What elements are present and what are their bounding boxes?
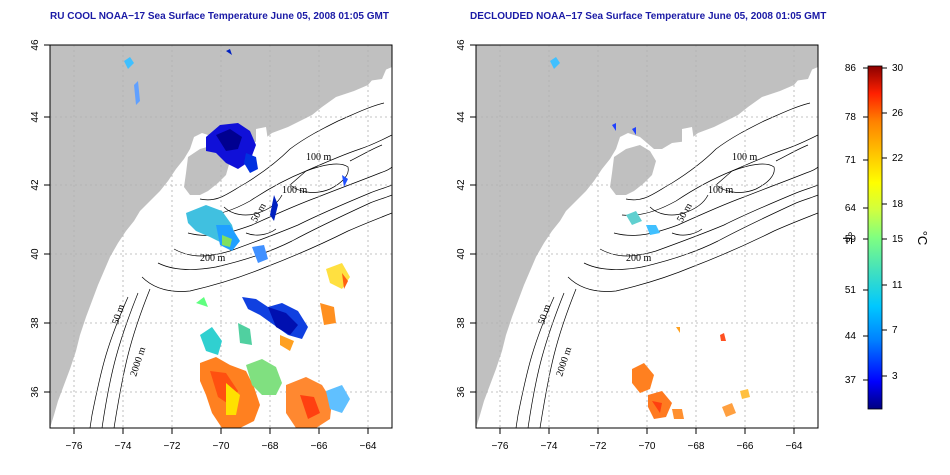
right-lon-label-72: −72 — [590, 441, 607, 452]
left-map-area: 100 m 100 m 50 m 200 m 50 m 2000 m — [50, 45, 392, 428]
left-lon-label-64: −64 — [360, 441, 377, 452]
colorbar-c-11: 11 — [892, 280, 903, 291]
right-lat-label-44: 44 — [456, 111, 467, 123]
colorbar-gradient — [867, 65, 883, 410]
colorbar-c-26: 26 — [892, 108, 904, 119]
temperature-colorbar: 86 78 71 64 59 51 44 37 30 26 22 18 15 1… — [840, 63, 930, 410]
colorbar-f-51: 51 — [845, 285, 857, 296]
colorbar-celsius-unit: °C — [915, 231, 930, 246]
contour-label-100m-b: 100 m — [282, 185, 308, 196]
left-lat-label-38: 38 — [30, 317, 41, 329]
colorbar-f-86: 86 — [845, 63, 857, 74]
right-map-area: 100 m 100 m 50 m 200 m 50 m 2000 m — [476, 45, 818, 428]
colorbar-f-59: 59 — [845, 234, 857, 245]
right-lat-label-36: 36 — [456, 386, 467, 398]
colorbar-f-71: 71 — [845, 155, 857, 166]
left-lat-label-46: 46 — [30, 39, 41, 51]
left-lon-label-66: −66 — [311, 441, 328, 452]
left-lon-label-76: −76 — [66, 441, 83, 452]
colorbar-c-3: 3 — [892, 371, 898, 382]
right-lat-label-38: 38 — [456, 317, 467, 329]
left-lat-ticks — [44, 44, 50, 393]
left-lat-label-36: 36 — [30, 386, 41, 398]
colorbar-f-64: 64 — [845, 203, 857, 214]
colorbar-c-18: 18 — [892, 199, 904, 210]
contour-label-200m: 200 m — [200, 253, 226, 264]
right-contour-label-200m: 200 m — [626, 253, 652, 264]
right-lat-label-42: 42 — [456, 179, 467, 191]
right-contour-label-100m-b: 100 m — [708, 185, 734, 196]
right-map-panel: 100 m 100 m 50 m 200 m 50 m 2000 m 46 44… — [456, 39, 819, 452]
right-map-title: DECLOUDED NOAA−17 Sea Surface Temperatur… — [470, 11, 827, 22]
right-lat-label-40: 40 — [456, 248, 467, 260]
right-lon-label-64: −64 — [786, 441, 803, 452]
right-gridlines — [476, 45, 818, 428]
left-map-panel: 100 m 100 m 50 m 200 m 50 m 2000 m 46 44… — [30, 39, 393, 452]
right-lat-label-46: 46 — [456, 39, 467, 51]
right-lon-label-74: −74 — [541, 441, 558, 452]
right-lon-label-70: −70 — [639, 441, 656, 452]
left-lon-label-68: −68 — [262, 441, 279, 452]
right-lon-label-68: −68 — [688, 441, 705, 452]
left-sst-pixels — [124, 49, 350, 428]
left-map-title: RU COOL NOAA−17 Sea Surface Temperature … — [50, 11, 389, 22]
right-lon-label-66: −66 — [737, 441, 754, 452]
right-sst-pixels — [550, 57, 750, 419]
right-lat-ticks — [470, 44, 476, 393]
colorbar-f-78: 78 — [845, 112, 857, 123]
right-lon-label-76: −76 — [492, 441, 509, 452]
left-lon-ticks — [73, 428, 369, 434]
left-lat-label-40: 40 — [30, 248, 41, 260]
left-lon-label-74: −74 — [115, 441, 132, 452]
left-lat-label-44: 44 — [30, 111, 41, 123]
colorbar-f-37: 37 — [845, 375, 857, 386]
colorbar-c-7: 7 — [892, 325, 898, 336]
left-lon-label-70: −70 — [213, 441, 230, 452]
colorbar-c-15: 15 — [892, 234, 904, 245]
colorbar-c-22: 22 — [892, 153, 904, 164]
contour-label-100m-a: 100 m — [306, 152, 332, 163]
right-contour-label-100m-a: 100 m — [732, 152, 758, 163]
colorbar-f-44: 44 — [845, 331, 857, 342]
colorbar-c-30: 30 — [892, 63, 904, 74]
colorbar-celsius-ticks — [882, 67, 887, 377]
left-lon-label-72: −72 — [164, 441, 181, 452]
colorbar-fahrenheit-unit: °F — [840, 231, 855, 244]
colorbar-fahrenheit-ticks — [863, 67, 868, 381]
left-lat-label-42: 42 — [30, 179, 41, 191]
right-lon-ticks — [499, 428, 795, 434]
